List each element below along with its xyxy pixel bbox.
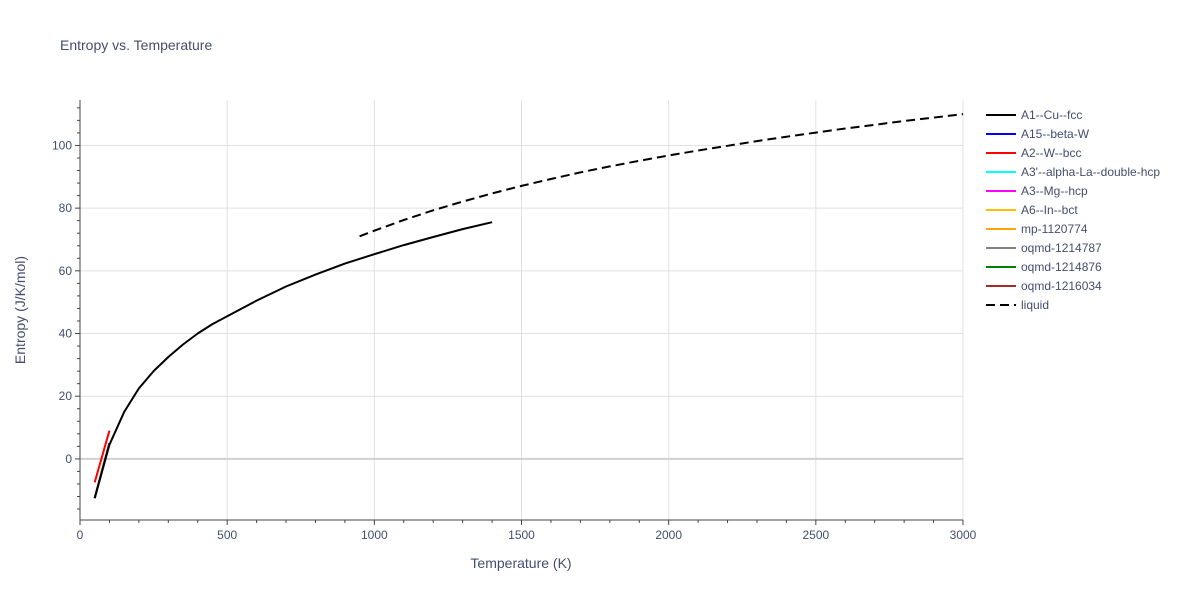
legend-label: oqmd-1214787 xyxy=(1021,241,1102,255)
x-tick-label: 1500 xyxy=(508,528,535,542)
y-tick-label: 40 xyxy=(59,327,73,341)
legend-item: A3'--alpha-La--double-hcp xyxy=(986,165,1160,179)
grid xyxy=(80,100,964,520)
legend-item: liquid xyxy=(986,298,1049,312)
plot-area xyxy=(93,113,964,499)
legend-item: A3--Mg--hcp xyxy=(986,184,1088,198)
series-line-a1-cu-fcc xyxy=(93,221,493,499)
legend-label: A3--Mg--hcp xyxy=(1021,184,1088,198)
legend-label: A15--beta-W xyxy=(1021,127,1090,141)
x-tick-label: 2000 xyxy=(655,528,682,542)
tick-labels: 0 500 1000 1500 2000 2500 3000 0 20 40 60 80 100 xyxy=(52,138,977,542)
x-tick-label: 3000 xyxy=(950,528,977,542)
legend-item: A15--beta-W xyxy=(986,127,1090,141)
series-line-liquid xyxy=(359,113,964,238)
legend-label: A3'--alpha-La--double-hcp xyxy=(1021,165,1160,179)
x-tick-label: 500 xyxy=(217,528,237,542)
legend-label: oqmd-1216034 xyxy=(1021,279,1102,293)
x-tick-label: 0 xyxy=(77,528,84,542)
legend-label: mp-1120774 xyxy=(1021,222,1088,236)
legend-label: oqmd-1214876 xyxy=(1021,260,1102,274)
legend-item: oqmd-1214876 xyxy=(986,260,1102,274)
legend-item: mp-1120774 xyxy=(986,222,1088,236)
chart-title: Entropy vs. Temperature xyxy=(60,37,212,53)
legend-item: oqmd-1214787 xyxy=(986,241,1102,255)
legend-item: A2--W--bcc xyxy=(986,146,1081,160)
y-tick-label: 60 xyxy=(59,264,73,278)
x-tick-label: 2500 xyxy=(802,528,829,542)
legend-label: A2--W--bcc xyxy=(1021,146,1081,160)
series-line-a2-w-bcc xyxy=(93,430,111,483)
legend: A1--Cu--fcc A15--beta-W A2--W--bcc A3'--alp… xyxy=(986,108,1160,312)
y-tick-label: 80 xyxy=(59,201,73,215)
legend-label: liquid xyxy=(1021,298,1049,312)
legend-label: A6--In--bct xyxy=(1021,203,1078,217)
axes xyxy=(75,100,964,525)
y-tick-label: 100 xyxy=(52,138,72,152)
legend-item: A6--In--bct xyxy=(986,203,1078,217)
y-tick-label: 20 xyxy=(59,389,73,403)
y-tick-label: 0 xyxy=(65,452,72,466)
x-axis-title: Temperature (K) xyxy=(470,555,571,571)
legend-label: A1--Cu--fcc xyxy=(1021,108,1082,122)
y-axis-title: Entropy (J/K/mol) xyxy=(12,256,28,364)
legend-item: A1--Cu--fcc xyxy=(986,108,1082,122)
x-tick-label: 1000 xyxy=(361,528,388,542)
legend-item: oqmd-1216034 xyxy=(986,279,1102,293)
